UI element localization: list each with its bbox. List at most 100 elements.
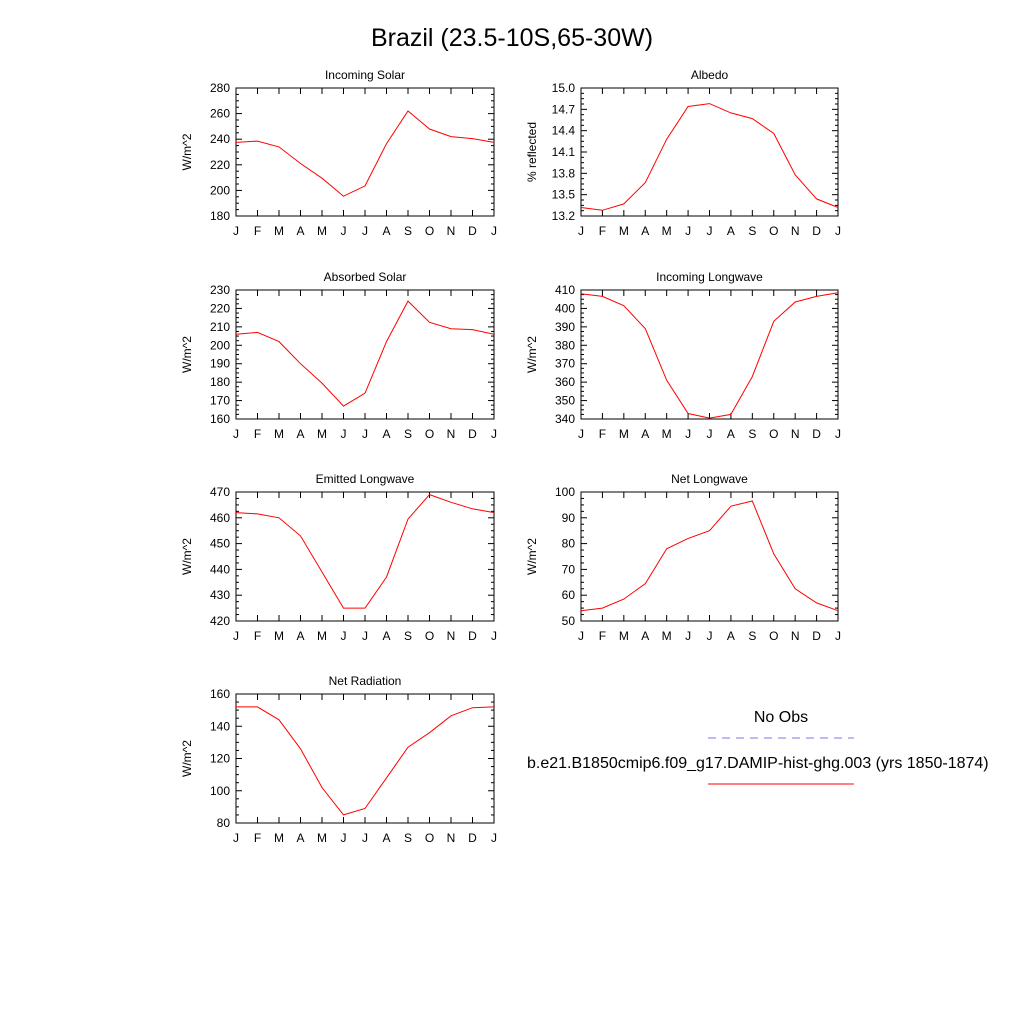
y-tick-label: 100 bbox=[555, 485, 575, 499]
y-tick-label: 470 bbox=[210, 485, 230, 499]
panel-2: J F M A M J J A S O N D J13.213.513.814.114.414.715.… bbox=[525, 68, 841, 238]
x-tick-label: O bbox=[425, 427, 434, 441]
x-tick-label: D bbox=[812, 224, 821, 238]
series-line bbox=[235, 494, 495, 609]
x-tick-label: D bbox=[468, 427, 477, 441]
x-tick-label: S bbox=[748, 629, 756, 643]
y-tick-label: 230 bbox=[210, 283, 230, 297]
x-tick-label: J bbox=[578, 629, 584, 643]
x-tick-label: S bbox=[404, 831, 412, 845]
x-tick-label: J bbox=[578, 427, 584, 441]
x-tick-label: J bbox=[362, 629, 368, 643]
y-axis-label: W/m^2 bbox=[180, 336, 194, 373]
x-tick-label: M bbox=[317, 427, 327, 441]
y-tick-label: 240 bbox=[210, 132, 230, 146]
x-tick-label: D bbox=[812, 427, 821, 441]
x-tick-label: M bbox=[274, 629, 284, 643]
panel-title: Emitted Longwave bbox=[316, 472, 415, 486]
series-line bbox=[236, 706, 495, 816]
x-tick-label: N bbox=[447, 224, 456, 238]
x-tick-label: O bbox=[769, 629, 778, 643]
figure-title: Brazil (23.5-10S,65-30W) bbox=[371, 24, 653, 52]
x-tick-label: F bbox=[599, 224, 606, 238]
y-axis-label: W/m^2 bbox=[525, 538, 539, 575]
x-tick-label: M bbox=[662, 629, 672, 643]
y-tick-label: 180 bbox=[210, 209, 230, 223]
x-tick-label: J bbox=[685, 224, 691, 238]
x-tick-label: J bbox=[835, 629, 841, 643]
series-line bbox=[580, 500, 839, 612]
x-tick-label: F bbox=[254, 224, 261, 238]
x-tick-label: J bbox=[491, 831, 497, 845]
y-tick-label: 390 bbox=[555, 320, 575, 334]
y-tick-label: 360 bbox=[555, 375, 575, 389]
x-tick-label: A bbox=[641, 224, 649, 238]
x-tick-label: M bbox=[274, 224, 284, 238]
x-tick-label: A bbox=[727, 427, 735, 441]
panel-title: Incoming Solar bbox=[325, 68, 405, 82]
x-tick-label: J bbox=[491, 427, 497, 441]
x-tick-label: J bbox=[362, 831, 368, 845]
y-tick-label: 410 bbox=[555, 283, 575, 297]
y-tick-label: 210 bbox=[210, 320, 230, 334]
plot-frame bbox=[235, 289, 495, 420]
y-tick-label: 100 bbox=[210, 784, 230, 798]
y-tick-label: 280 bbox=[210, 81, 230, 95]
y-tick-label: 180 bbox=[210, 375, 230, 389]
y-tick-label: 220 bbox=[210, 158, 230, 172]
y-tick-label: 80 bbox=[217, 816, 231, 830]
x-tick-label: S bbox=[748, 427, 756, 441]
y-tick-label: 170 bbox=[210, 394, 230, 408]
panel-title: Albedo bbox=[691, 68, 729, 82]
series-line bbox=[235, 110, 495, 197]
y-tick-label: 350 bbox=[555, 394, 575, 408]
x-tick-label: M bbox=[619, 427, 629, 441]
x-tick-label: A bbox=[727, 224, 735, 238]
x-tick-label: J bbox=[233, 831, 239, 845]
y-axis-label: W/m^2 bbox=[180, 538, 194, 575]
x-tick-label: A bbox=[382, 831, 390, 845]
panel-title: Net Radiation bbox=[329, 674, 402, 688]
x-tick-label: J bbox=[835, 224, 841, 238]
x-tick-label: O bbox=[425, 224, 434, 238]
x-tick-label: F bbox=[254, 427, 261, 441]
x-tick-label: M bbox=[619, 629, 629, 643]
x-tick-label: J bbox=[707, 629, 713, 643]
y-tick-label: 420 bbox=[210, 614, 230, 628]
y-tick-label: 160 bbox=[210, 412, 230, 426]
y-tick-label: 340 bbox=[555, 412, 575, 426]
y-tick-label: 14.1 bbox=[552, 145, 576, 159]
y-tick-label: 90 bbox=[562, 511, 576, 525]
y-tick-label: 400 bbox=[555, 301, 575, 315]
panels: J F M A M J J A S O N D J180200220240260280Incoming … bbox=[180, 68, 841, 845]
x-tick-label: J bbox=[707, 427, 713, 441]
x-tick-label: D bbox=[812, 629, 821, 643]
y-tick-label: 460 bbox=[210, 511, 230, 525]
x-tick-label: A bbox=[382, 224, 390, 238]
y-tick-label: 13.8 bbox=[552, 166, 576, 180]
x-tick-label: A bbox=[382, 629, 390, 643]
x-tick-label: J bbox=[707, 224, 713, 238]
y-axis-label: % reflected bbox=[525, 122, 539, 182]
y-tick-label: 370 bbox=[555, 357, 575, 371]
x-tick-label: J bbox=[341, 831, 347, 845]
series-line bbox=[235, 300, 495, 407]
y-tick-label: 13.5 bbox=[552, 188, 576, 202]
plot-frame bbox=[235, 87, 495, 217]
x-tick-label: A bbox=[296, 629, 304, 643]
x-tick-label: J bbox=[835, 427, 841, 441]
x-tick-label: A bbox=[641, 629, 649, 643]
x-tick-label: J bbox=[341, 224, 347, 238]
x-tick-label: M bbox=[274, 831, 284, 845]
plot-frame bbox=[235, 491, 495, 622]
x-tick-label: J bbox=[685, 629, 691, 643]
x-tick-label: D bbox=[468, 629, 477, 643]
plot-frame bbox=[580, 87, 839, 217]
x-tick-label: M bbox=[662, 224, 672, 238]
y-tick-label: 14.7 bbox=[552, 102, 576, 116]
x-tick-label: M bbox=[317, 831, 327, 845]
x-tick-label: J bbox=[685, 427, 691, 441]
